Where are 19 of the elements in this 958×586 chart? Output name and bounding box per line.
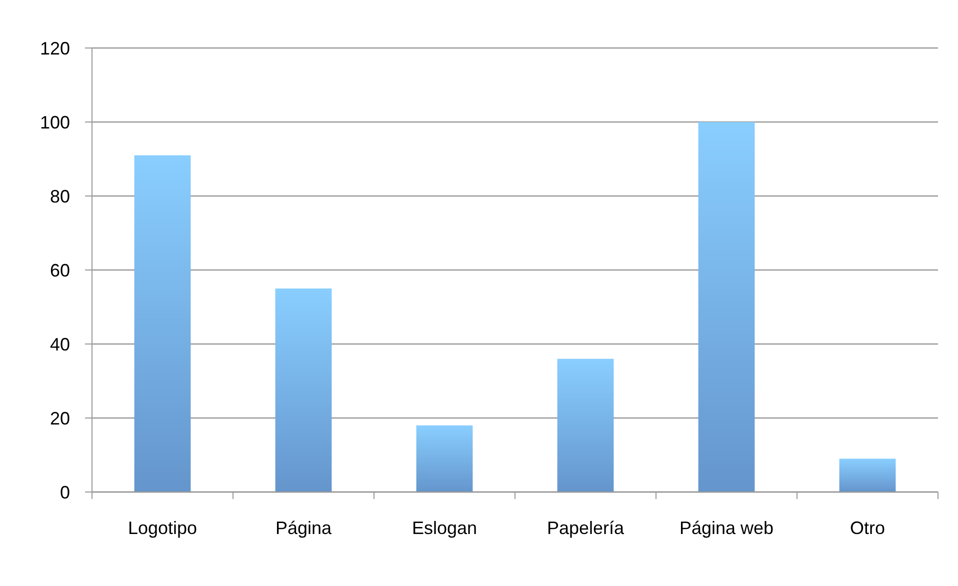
x-tick-label: Eslogan — [412, 518, 478, 538]
bar — [557, 358, 614, 492]
x-tick-label: Página web — [679, 518, 774, 538]
x-tick-label: Otro — [850, 518, 886, 538]
x-tick-label: Papelería — [546, 518, 626, 538]
y-tick-label: 0 — [60, 482, 70, 502]
y-tick-label: 120 — [40, 38, 70, 58]
y-tick-label: 40 — [50, 334, 70, 354]
bar — [416, 425, 473, 492]
y-tick-label: 80 — [50, 186, 70, 206]
bar — [839, 458, 896, 492]
y-tick-label: 20 — [50, 408, 70, 428]
bar — [134, 155, 191, 492]
x-tick-label: Logotipo — [128, 518, 198, 538]
y-tick-label: 60 — [50, 260, 70, 280]
bar — [698, 122, 755, 492]
y-tick-label: 100 — [40, 112, 70, 132]
x-tick-label: Página — [275, 518, 333, 538]
bar — [275, 288, 332, 492]
